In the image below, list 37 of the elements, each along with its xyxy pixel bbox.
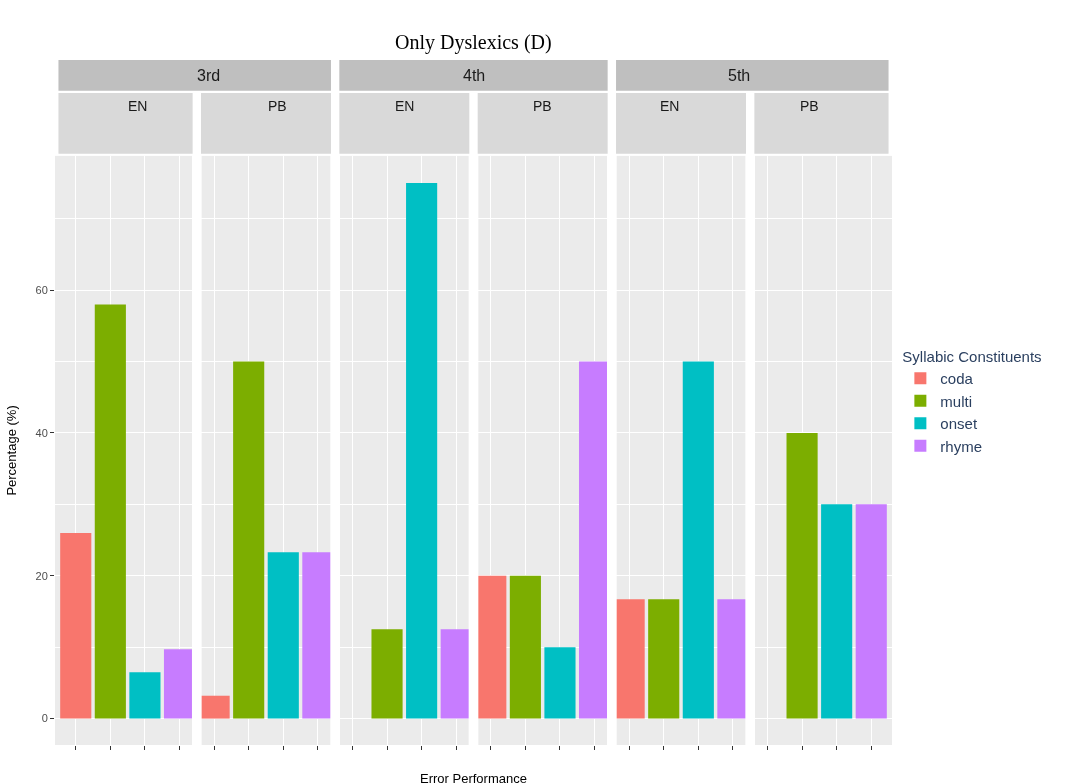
bar <box>544 647 576 719</box>
text: 3rd <box>197 67 221 84</box>
bar <box>60 532 92 719</box>
y-tick-label: 0 <box>41 712 48 725</box>
bar <box>406 183 438 719</box>
text: EN <box>128 98 148 114</box>
text: EN <box>660 98 680 114</box>
bar <box>371 629 403 719</box>
legend-label: coda <box>940 370 974 388</box>
bar <box>682 361 714 719</box>
legend-title: Syllabic Constituents <box>902 348 1042 365</box>
bar <box>267 552 299 719</box>
bar <box>94 304 126 719</box>
x-axis-title: Error Performance <box>420 771 527 783</box>
legend-label: rhyme <box>940 437 983 455</box>
text: PB <box>533 98 552 114</box>
bar <box>821 504 853 719</box>
text: PB <box>800 98 819 114</box>
text: PB <box>268 98 287 114</box>
bar <box>475 575 507 719</box>
text: 4th <box>463 67 486 84</box>
bar <box>648 599 680 719</box>
y-axis-title: Percentage (%) <box>4 405 20 496</box>
legend-label: multi <box>940 392 973 410</box>
legend-label: onset <box>940 415 978 433</box>
bar <box>855 504 887 719</box>
bar <box>509 575 541 719</box>
text: EN <box>395 98 415 114</box>
bar <box>440 629 472 719</box>
bar <box>129 672 161 719</box>
y-tick-label: 60 <box>35 283 48 296</box>
y-tick-label: 40 <box>35 426 48 439</box>
text: 5th <box>728 67 751 84</box>
bar <box>786 432 818 719</box>
chart-title: Only Dyslexics (D) <box>395 31 552 54</box>
y-tick-label: 20 <box>35 569 48 582</box>
bar <box>233 361 265 719</box>
